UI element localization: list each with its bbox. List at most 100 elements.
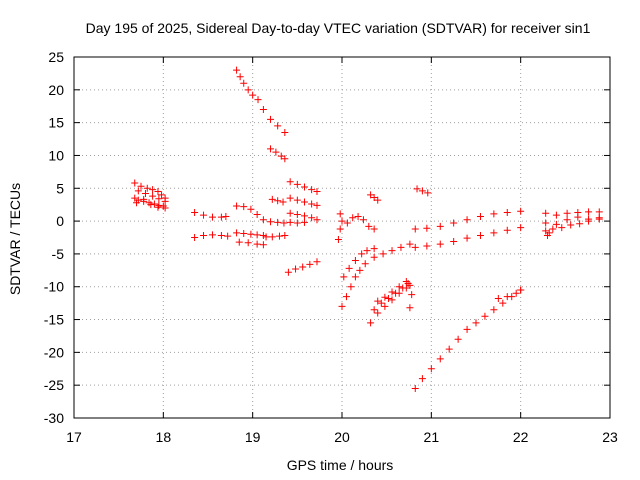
data-point	[259, 241, 267, 249]
data-point	[308, 186, 316, 194]
y-tick-label: 10	[48, 147, 64, 163]
data-point	[149, 192, 157, 200]
data-point	[552, 211, 560, 219]
data-point	[236, 73, 244, 81]
data-point	[379, 250, 387, 258]
data-point	[281, 232, 289, 240]
data-point	[463, 325, 471, 333]
series-arc-25	[413, 185, 432, 197]
chart-title: Day 195 of 2025, Sidereal Day-to-day VTE…	[86, 20, 591, 36]
data-point	[300, 198, 308, 206]
data-point	[476, 232, 484, 240]
data-point	[356, 266, 364, 274]
data-point	[293, 196, 301, 204]
data-point	[388, 288, 396, 296]
data-point	[277, 152, 285, 160]
data-point	[463, 234, 471, 242]
data-point	[137, 182, 145, 190]
series-arc-24	[374, 277, 410, 305]
data-point	[585, 217, 593, 225]
data-point	[141, 190, 149, 198]
data-point	[576, 220, 584, 228]
x-tick-label: 22	[513, 429, 529, 445]
series-arc-8	[267, 145, 289, 163]
data-point	[436, 240, 444, 248]
series-arc-18	[338, 212, 378, 233]
data-point	[249, 91, 257, 99]
x-tick-label: 17	[66, 429, 82, 445]
data-point	[381, 302, 389, 310]
data-point	[450, 237, 458, 245]
data-point	[563, 209, 571, 217]
data-point	[313, 216, 321, 224]
series-sparse-3	[543, 229, 553, 240]
data-point	[161, 204, 169, 212]
x-tick-labels: 17 18 19 20 21 22 23	[66, 429, 618, 445]
data-point	[545, 229, 553, 237]
series-arc-10	[267, 218, 288, 227]
data-point	[275, 232, 283, 240]
data-point	[293, 211, 301, 219]
data-point	[313, 201, 321, 209]
data-point	[259, 106, 267, 114]
data-point	[286, 194, 294, 202]
data-point	[367, 191, 375, 199]
series-arc-32	[542, 215, 603, 235]
data-point	[427, 365, 435, 373]
data-point	[268, 195, 276, 203]
x-tick-label: 19	[245, 429, 261, 445]
data-point	[406, 304, 414, 312]
data-point	[300, 212, 308, 220]
data-point	[418, 187, 426, 195]
series-arc-7	[233, 66, 289, 136]
data-point	[563, 216, 571, 224]
data-point	[300, 183, 308, 191]
data-point	[374, 297, 382, 305]
data-point	[217, 213, 225, 221]
data-point	[131, 179, 139, 187]
series-arc-11	[262, 232, 289, 241]
data-point	[140, 195, 148, 203]
data-point	[154, 203, 162, 211]
data-point	[358, 250, 366, 258]
series-arc-14	[286, 209, 321, 224]
data-point	[517, 286, 525, 294]
data-point	[374, 196, 382, 204]
y-tick-label: 0	[56, 213, 64, 229]
data-point	[133, 199, 141, 207]
data-point	[292, 265, 300, 273]
data-point	[499, 299, 507, 307]
data-point	[411, 243, 419, 251]
x-axis-label: GPS time / hours	[287, 457, 394, 473]
data-point	[349, 214, 357, 222]
y-axis-label: SDTVAR / TECUs	[7, 183, 23, 295]
data-point	[342, 293, 350, 301]
series-arc-1b	[131, 194, 167, 210]
data-point	[503, 293, 511, 301]
x-tick-label: 21	[424, 429, 440, 445]
data-point	[313, 188, 321, 196]
data-point	[490, 210, 498, 218]
data-point	[279, 198, 287, 206]
data-point	[338, 217, 346, 225]
data-point	[408, 291, 416, 299]
data-point	[191, 209, 199, 217]
data-point	[423, 242, 431, 250]
data-points	[131, 66, 603, 392]
data-point	[377, 299, 385, 307]
data-point	[272, 148, 280, 156]
data-point	[306, 260, 314, 268]
data-point	[388, 296, 396, 304]
data-point	[240, 230, 248, 238]
data-point	[494, 295, 502, 303]
data-point	[567, 221, 575, 229]
data-point	[267, 145, 275, 153]
data-point	[267, 115, 275, 123]
data-point	[436, 355, 444, 363]
data-point	[200, 211, 208, 219]
y-tick-label: -30	[44, 410, 64, 426]
data-point	[517, 224, 525, 232]
series-arc-27	[411, 224, 525, 251]
data-point	[585, 208, 593, 216]
data-point	[370, 225, 378, 233]
